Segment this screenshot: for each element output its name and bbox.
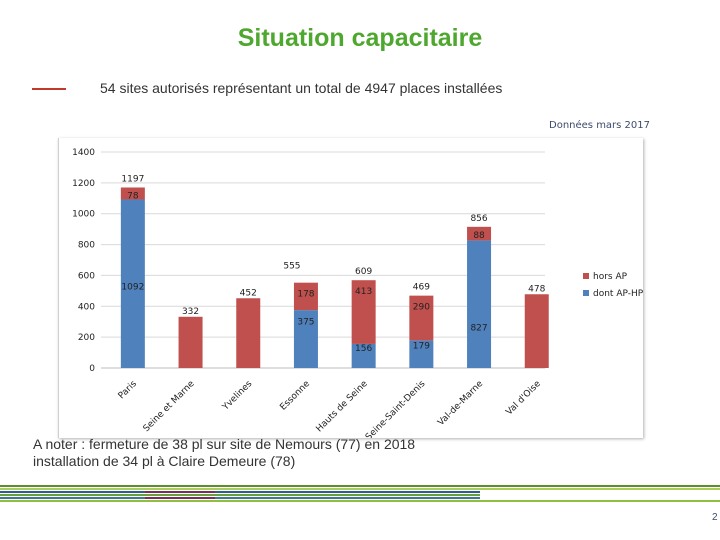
bar-segment-dont-ap-hp bbox=[293, 310, 318, 368]
bar-segment-hors-ap bbox=[467, 226, 492, 241]
stripe-green-mid bbox=[0, 494, 480, 496]
chart-container: 0 200 400 600 800 1000 1200 1400 1092 78 1197 Paris… bbox=[58, 138, 643, 438]
y-tick-label: 400 bbox=[78, 302, 95, 312]
bar-segment-hors-ap bbox=[409, 295, 434, 341]
data-label-dont-ap-hp: 1092 bbox=[121, 283, 144, 293]
x-tick-label: Hauts de Seine bbox=[314, 379, 370, 435]
data-label-hors-ap: 88 bbox=[473, 231, 485, 241]
data-date-note: Données mars 2017 bbox=[549, 120, 651, 131]
x-tick-label: Yvelines bbox=[220, 379, 254, 413]
legend-swatch bbox=[583, 273, 589, 279]
stripe-purple-2 bbox=[145, 497, 215, 499]
y-tick-label: 0 bbox=[89, 364, 95, 374]
data-label-hors-ap: 290 bbox=[413, 303, 430, 313]
data-label-hors-ap: 332 bbox=[182, 307, 199, 317]
data-label-dont-ap-hp: 375 bbox=[297, 318, 314, 328]
stripe-teal bbox=[0, 497, 480, 499]
y-tick-label: 800 bbox=[78, 241, 95, 251]
legend-label: hors AP bbox=[593, 272, 628, 282]
data-label-hors-ap: 478 bbox=[528, 284, 545, 294]
y-tick-label: 1200 bbox=[72, 179, 95, 189]
bar-segment-hors-ap bbox=[178, 316, 203, 368]
x-tick-label: Val-de-Marne bbox=[436, 379, 485, 428]
x-tick-label: Paris bbox=[117, 379, 139, 401]
y-tick-label: 1000 bbox=[72, 210, 95, 220]
bar-segment-hors-ap bbox=[524, 294, 549, 368]
bar-segment-hors-ap bbox=[351, 280, 376, 344]
bar-segment-dont-ap-hp bbox=[120, 199, 145, 368]
data-label-hors-ap: 178 bbox=[297, 290, 314, 300]
data-label-dont-ap-hp: 156 bbox=[355, 344, 372, 354]
data-label-hors-ap: 413 bbox=[355, 287, 372, 297]
bar-segment-hors-ap bbox=[293, 282, 318, 311]
data-label-dont-ap-hp: 179 bbox=[413, 342, 430, 352]
y-tick-label: 1400 bbox=[72, 148, 95, 158]
data-label-hors-ap: 452 bbox=[240, 288, 257, 298]
legend-label: dont AP-HP bbox=[593, 289, 643, 299]
bar-segment-dont-ap-hp bbox=[351, 343, 376, 368]
page-number: 2 bbox=[712, 512, 718, 523]
stripe-green-top bbox=[0, 485, 720, 487]
page-title: Situation capacitaire bbox=[237, 24, 483, 52]
footnote-line-1: A noter : fermeture de 38 pl sur site de… bbox=[33, 436, 416, 452]
capacity-bar-chart: 0 200 400 600 800 1000 1200 1400 1092 78 1197 Paris… bbox=[72, 148, 643, 438]
stripe-blue bbox=[0, 491, 480, 493]
legend-swatch bbox=[583, 290, 589, 296]
data-label-total: 555 bbox=[283, 262, 300, 272]
x-tick-label: Essonne bbox=[278, 379, 312, 413]
data-label-total: 856 bbox=[470, 214, 487, 224]
stripe-lime bbox=[0, 488, 720, 490]
title-accent-line bbox=[32, 88, 66, 90]
stripe-green-bottom bbox=[0, 500, 720, 502]
data-label-dont-ap-hp: 827 bbox=[470, 323, 487, 333]
bar-segment-hors-ap bbox=[236, 298, 261, 368]
bar-segment-dont-ap-hp bbox=[467, 240, 492, 368]
data-label-hors-ap: 78 bbox=[127, 191, 139, 201]
x-tick-label: Seine-Saint-Denis bbox=[364, 379, 428, 438]
y-tick-label: 200 bbox=[78, 333, 95, 343]
footer-stripes bbox=[0, 485, 720, 505]
data-label-total: 1197 bbox=[121, 174, 144, 184]
stripe-purple bbox=[145, 491, 215, 493]
footnote: A noter : fermeture de 38 pl sur site de… bbox=[33, 436, 415, 470]
y-tick-label: 600 bbox=[78, 271, 95, 281]
x-tick-label: Seine et Marne bbox=[142, 379, 197, 434]
bar-segment-hors-ap bbox=[120, 187, 145, 200]
data-label-total: 469 bbox=[413, 283, 430, 293]
bar-segment-dont-ap-hp bbox=[409, 340, 434, 368]
page-subtitle: 54 sites autorisés représentant un total… bbox=[100, 80, 503, 96]
x-tick-label: Val d'Oise bbox=[504, 379, 543, 418]
data-label-total: 609 bbox=[355, 267, 372, 277]
footnote-line-2: installation de 34 pl à Claire Demeure (… bbox=[33, 453, 296, 469]
